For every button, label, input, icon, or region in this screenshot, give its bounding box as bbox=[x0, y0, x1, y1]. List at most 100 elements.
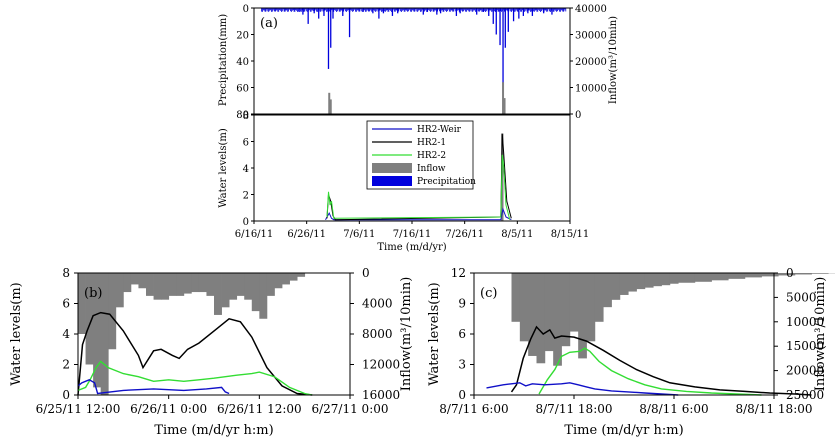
legend-label: HR2-2 bbox=[417, 151, 446, 161]
y-tick-label: 6 bbox=[62, 297, 70, 311]
x-axis-a: 6/16/11 6/26/11 7/6/11 7/16/11 7/26/11 8/5/11… bbox=[235, 221, 590, 240]
inflow-bar bbox=[653, 273, 662, 287]
y-tick-label: 4 bbox=[62, 327, 70, 341]
inflow-bar bbox=[661, 273, 671, 286]
plot-b bbox=[77, 273, 313, 396]
inflow-bar bbox=[501, 133, 504, 221]
inflow-bar bbox=[214, 273, 222, 315]
inflow-bar bbox=[678, 273, 696, 283]
y-label-water-b: Water levels(m) bbox=[9, 282, 24, 385]
y-label-water-c: Water levels(m) bbox=[427, 282, 442, 385]
inflow-bar bbox=[544, 273, 554, 352]
y-tick-label: 12 bbox=[451, 266, 466, 280]
y-axis-inflow-a: 40000 30000 20000 10000 0 bbox=[570, 4, 607, 121]
y-tick-label: 8000 bbox=[362, 327, 393, 341]
y-tick-label: 40000 bbox=[575, 4, 607, 15]
y-tick-label: 12000 bbox=[362, 358, 400, 372]
inflow-bar bbox=[123, 273, 132, 293]
y-tick-label: 2 bbox=[62, 358, 70, 372]
x-tick-label: 6/25/11 12:00 bbox=[36, 402, 121, 416]
inflow-bar bbox=[198, 273, 207, 293]
panel-c: (c) 8/7/11 6:00 8/7/11 18:00 8/8/11 6:00 8/… bbox=[427, 266, 835, 438]
inflow-bar bbox=[761, 273, 779, 277]
x-tick-label: 8/8/11 6:00 bbox=[639, 402, 708, 416]
x-axis-label-c: Time (m/d/yr h:m) bbox=[564, 423, 683, 438]
y-label-water-a: Water levels(m) bbox=[218, 128, 229, 208]
y-tick-label: 0 bbox=[362, 266, 370, 280]
x-tick-label: 6/26/11 0:00 bbox=[130, 402, 207, 416]
inflow-bar bbox=[694, 273, 712, 282]
y-tick-label: 80 bbox=[236, 110, 249, 121]
inflow-bar bbox=[146, 273, 154, 296]
x-tick-label: 6/16/11 bbox=[235, 229, 274, 240]
inflow-bar bbox=[594, 273, 604, 322]
y-tick-label: 9 bbox=[458, 297, 466, 311]
legend: HR2-Weir HR2-1 HR2-2 Inflow Precipitation bbox=[366, 120, 476, 190]
legend-swatch bbox=[372, 163, 412, 173]
inflow-bar bbox=[528, 273, 537, 356]
x-tick-label: 7/26/11 bbox=[445, 229, 484, 240]
x-tick-label: 7/6/11 bbox=[343, 229, 375, 240]
inflow-bar bbox=[711, 273, 729, 281]
inflow-bar bbox=[115, 273, 124, 308]
inflow-bar bbox=[108, 273, 117, 350]
inflow-bar bbox=[289, 273, 298, 281]
y-tick-label: 10000 bbox=[786, 315, 824, 329]
y-tick-label: 0 bbox=[575, 110, 581, 121]
y-tick-label: 0 bbox=[458, 388, 466, 402]
inflow-bar bbox=[85, 273, 94, 365]
inflow-bar bbox=[229, 273, 238, 300]
inflow-bar bbox=[244, 273, 253, 300]
series-line bbox=[77, 311, 313, 396]
inflow-bar bbox=[93, 273, 102, 388]
y-tick-label: 20000 bbox=[786, 364, 824, 378]
series-line bbox=[486, 382, 679, 396]
y-tick-label: 2 bbox=[243, 191, 249, 202]
legend-label: HR2-1 bbox=[417, 138, 446, 148]
y-tick-label: 4000 bbox=[362, 297, 393, 311]
x-tick-label: 6/27/11 0:00 bbox=[311, 402, 388, 416]
legend-swatch bbox=[372, 176, 412, 186]
inflow-bar bbox=[138, 273, 147, 289]
inflow-bar bbox=[519, 273, 529, 342]
inflow-bar bbox=[297, 273, 306, 277]
axes-b: 6/25/11 12:00 6/26/11 0:00 6/26/11 12:00 6/… bbox=[36, 266, 401, 416]
inflow-bar bbox=[586, 273, 596, 342]
inflow-bar bbox=[561, 273, 571, 347]
y-tick-label: 15000 bbox=[786, 339, 824, 353]
inflow-bar bbox=[553, 273, 562, 366]
inflow-bar bbox=[811, 273, 829, 274]
precipitation-inflow-plot bbox=[261, 8, 567, 114]
x-tick-label: 6/26/11 12:00 bbox=[217, 402, 302, 416]
inflow-bar bbox=[644, 273, 654, 288]
panel-a-label: (a) bbox=[260, 16, 278, 31]
panel-c-label: (c) bbox=[480, 286, 497, 301]
x-tick-label: 8/8/11 18:00 bbox=[735, 402, 812, 416]
y-tick-label: 60 bbox=[236, 84, 249, 95]
inflow-bar bbox=[619, 273, 629, 295]
series-line bbox=[77, 379, 230, 395]
y-tick-label: 5000 bbox=[786, 290, 817, 304]
inflow-bar bbox=[569, 273, 579, 332]
inflow-bar bbox=[78, 273, 86, 334]
x-axis-label-a: Time (m/d/yr) bbox=[377, 242, 446, 253]
inflow-bar bbox=[778, 273, 796, 276]
y-tick-label: 20 bbox=[236, 31, 249, 42]
inflow-bar bbox=[669, 273, 679, 284]
inflow-bar bbox=[168, 273, 177, 296]
inflow-bar bbox=[221, 273, 230, 308]
inflow-bar bbox=[259, 273, 268, 319]
y-tick-label: 0 bbox=[62, 388, 70, 402]
series-line bbox=[325, 207, 512, 221]
plot-c bbox=[486, 273, 835, 396]
inflow-bar bbox=[236, 273, 245, 296]
plot-a-top-frame bbox=[253, 7, 571, 115]
x-tick-label: 8/15/11 bbox=[551, 229, 590, 240]
series-line bbox=[326, 154, 511, 220]
y-label-inflow-c: Inflow(m³/10min) bbox=[813, 277, 828, 392]
y-tick-label: 40 bbox=[236, 57, 249, 68]
x-tick-label: 8/7/11 6:00 bbox=[439, 402, 508, 416]
inflow-bar bbox=[511, 273, 521, 322]
y-tick-label: 3 bbox=[458, 358, 466, 372]
inflow-bar bbox=[636, 273, 646, 290]
